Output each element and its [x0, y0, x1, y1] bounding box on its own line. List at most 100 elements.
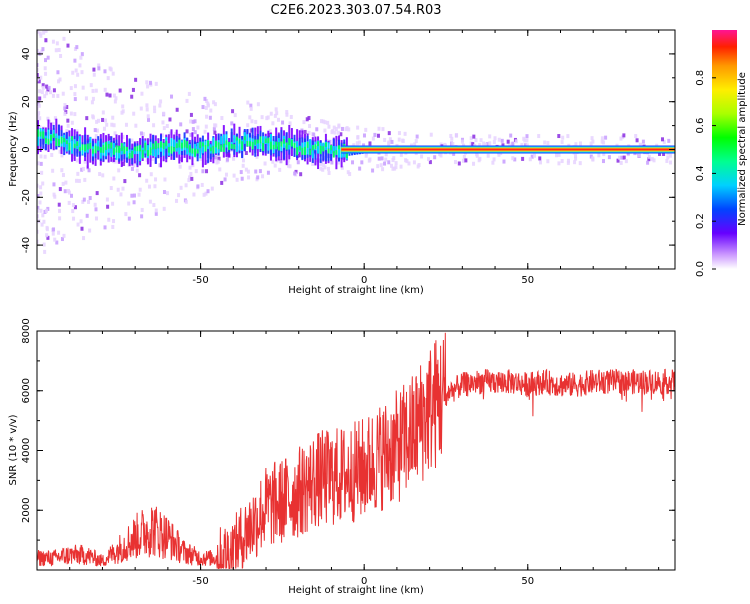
spectrogram-band-cell [309, 149, 312, 156]
colorbar-tick-label: 0.0 [695, 261, 706, 277]
spectrogram-noise-cell [296, 160, 300, 165]
spectrogram-noise-cell [451, 141, 455, 146]
spectrogram-band-cell [99, 147, 102, 153]
spectrogram-band-cell [317, 140, 320, 154]
spectrogram-noise-cell [120, 110, 124, 115]
spectrogram-noise-cell [500, 138, 504, 143]
colorbar-tick-label: 0.2 [695, 213, 706, 229]
spectrogram-noise-cell [179, 185, 183, 190]
spectrogram-noise-cell [112, 123, 116, 128]
spectrogram-noise-cell [184, 183, 188, 188]
spectrogram-noise-cell [158, 148, 162, 153]
spectrogram-band-cell [225, 140, 228, 145]
spectrogram-noise-cell [214, 123, 218, 128]
spectrogram-band-cell [249, 141, 252, 147]
spectrogram-noise-cell [69, 111, 73, 116]
spectrogram-noise-cell [635, 138, 639, 143]
spectrogram-band-cell [110, 148, 113, 157]
spectrogram-band-cell [306, 141, 309, 148]
spectrogram-noise-cell [71, 203, 75, 208]
spectrogram-noise-cell [323, 128, 327, 133]
spectrogram-band-cell [139, 148, 142, 162]
spectrogram-noise-cell [44, 208, 48, 213]
spectrogram-noise-cell [591, 156, 595, 161]
spectrogram-noise-cell [392, 156, 396, 161]
spectrogram-noise-cell [52, 192, 56, 197]
spectrogram-band-cell [65, 140, 68, 145]
spectrogram-noise-cell [117, 168, 121, 173]
spectrogram-noise-cell [75, 45, 79, 50]
spectrogram-band-cell [296, 147, 299, 156]
spectrogram-band-cell [220, 136, 223, 145]
spectrogram-noise-cell [101, 117, 105, 122]
spectrogram-noise-cell [622, 155, 626, 160]
spectrogram-noise-cell [62, 36, 66, 41]
spectrogram-noise-cell [94, 207, 98, 212]
spectrogram-noise-cell [464, 158, 468, 163]
spectrogram-noise-cell [100, 141, 104, 146]
spectrogram-noise-cell [37, 48, 40, 53]
spectrogram-noise-cell [254, 169, 258, 174]
spectrogram-noise-cell [58, 216, 62, 221]
colorbar-tick-label: 0.6 [695, 118, 706, 134]
spectrogram-noise-cell [107, 217, 111, 222]
spectrogram-noise-cell [145, 80, 149, 85]
spectrogram-noise-cell [242, 139, 246, 144]
spectrogram-band-cell [204, 140, 207, 148]
spectrogram-band-cell [125, 134, 128, 159]
spectrogram-band-cell [125, 146, 128, 151]
spectrogram-band-cell [173, 139, 176, 148]
spectrogram-band-cell [335, 149, 338, 155]
spectrogram-noise-cell [244, 151, 248, 156]
spectrogram-band-cell [251, 141, 254, 150]
spectrogram-band-cell [73, 143, 76, 149]
spectrogram-noise-cell [118, 88, 122, 93]
spectrogram-noise-cell [501, 143, 505, 148]
spectrogram-band-cell [37, 133, 39, 146]
spectrogram-noise-cell [73, 97, 77, 102]
spectrogram-noise-cell [132, 200, 136, 205]
spectrogram-noise-cell [223, 177, 227, 182]
spectrogram-noise-cell [179, 122, 183, 127]
spectrogram-band-cell [120, 148, 123, 155]
spectrogram-band-cell [317, 141, 320, 147]
spectrogram-noise-cell [271, 159, 275, 164]
spectrogram-noise-cell [185, 129, 189, 134]
spectrogram-noise-cell [42, 30, 46, 35]
spectrogram-marks [37, 30, 675, 254]
spectrogram-noise-cell [96, 118, 100, 123]
spectrogram-noise-cell [399, 152, 403, 157]
spectrogram-band-cell [133, 146, 136, 151]
spectrogram-noise-cell [50, 152, 54, 157]
spectrogram-noise-cell [394, 161, 398, 166]
spectrogram-band-cell [298, 137, 301, 152]
spectrogram-noise-cell [76, 72, 80, 77]
spectrogram-noise-cell [557, 152, 561, 157]
spectrogram-band-cell [141, 138, 144, 156]
spectrogram-noise-cell [42, 136, 46, 141]
spectrogram-band-cell [288, 137, 291, 145]
spectrogram-noise-cell [241, 163, 245, 168]
spectrogram-noise-cell [131, 87, 135, 92]
spectrogram-noise-cell [362, 143, 366, 148]
spectrogram-noise-cell [276, 117, 280, 122]
spectrogram-noise-cell [364, 153, 368, 158]
spectrogram-noise-cell [146, 84, 150, 89]
spectrogram-noise-cell [79, 219, 83, 224]
spectrogram-noise-cell [305, 117, 309, 122]
spectrogram-noise-cell [561, 135, 565, 140]
spectrogram-band-cell [170, 138, 173, 149]
spectrogram-band-cell [81, 144, 84, 150]
spectrogram-noise-cell [159, 99, 163, 104]
spectrogram-noise-cell [493, 136, 497, 141]
spectrogram-noise-cell [214, 155, 218, 160]
spectrogram-noise-cell [232, 156, 236, 161]
spectrogram-noise-cell [478, 156, 482, 161]
spectrogram-noise-cell [257, 143, 261, 148]
spectrogram-noise-cell [94, 88, 98, 93]
snr-axes: -50 0 50 2000 4000 6000 8000 [21, 318, 675, 587]
spectrogram-noise-cell [83, 159, 87, 164]
spectrogram-noise-cell [578, 161, 582, 166]
spectrogram-band-cell [154, 147, 157, 158]
spectrogram-noise-cell [52, 227, 56, 232]
